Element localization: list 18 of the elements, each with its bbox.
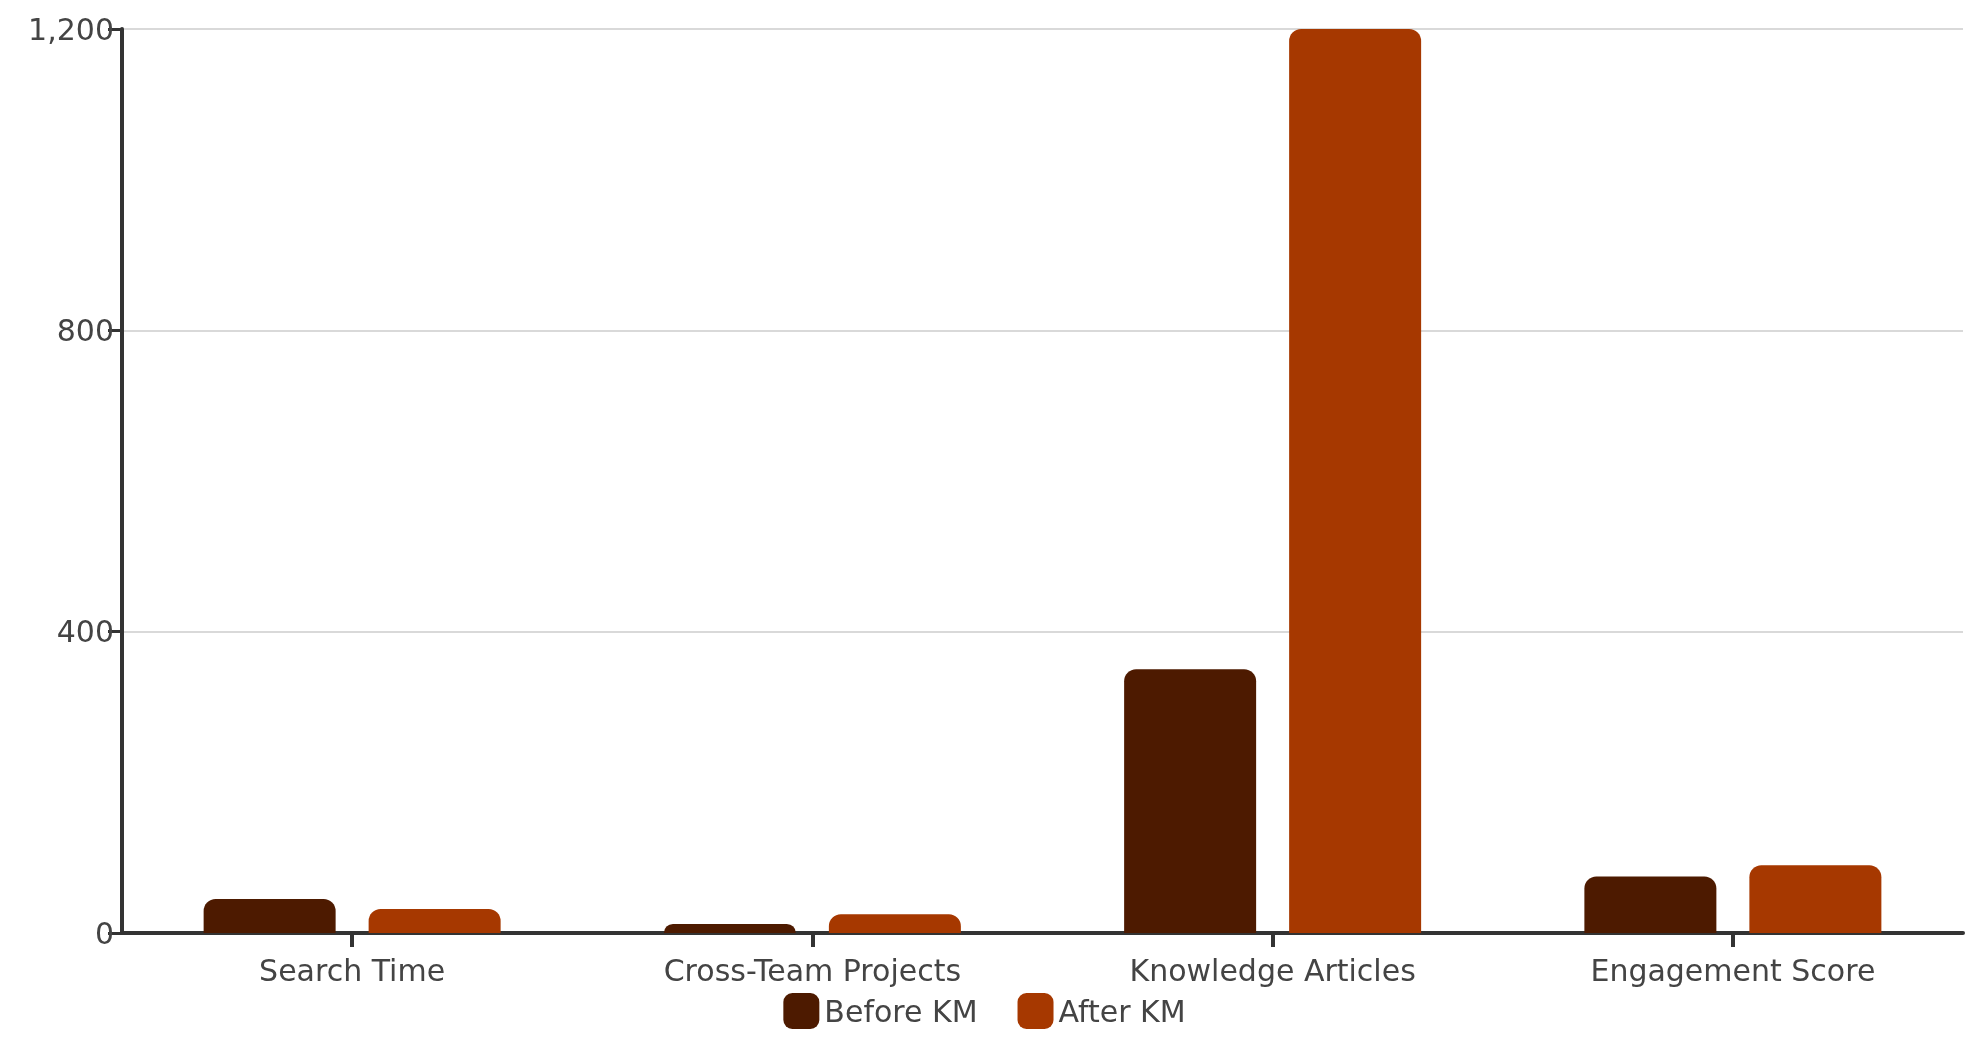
y-tick-label: 1,200 <box>28 11 114 47</box>
legend-label: Before KM <box>824 993 978 1029</box>
bar <box>828 914 961 933</box>
bar <box>1749 865 1882 933</box>
bar <box>368 908 501 933</box>
x-tick-label: Search Time <box>259 952 446 988</box>
legend-label: After KM <box>1058 993 1186 1029</box>
bar <box>1289 29 1422 933</box>
bar <box>203 899 336 933</box>
y-tick-label: 800 <box>56 312 114 348</box>
bar <box>1124 669 1257 933</box>
y-tick-label: 0 <box>94 915 114 951</box>
bar <box>1584 876 1717 933</box>
x-tick-label: Knowledge Articles <box>1129 952 1416 988</box>
x-tick-label: Engagement Score <box>1590 952 1876 988</box>
x-tick-label: Cross-Team Projects <box>663 952 962 988</box>
bar <box>663 923 796 933</box>
y-tick-label: 400 <box>56 614 114 650</box>
